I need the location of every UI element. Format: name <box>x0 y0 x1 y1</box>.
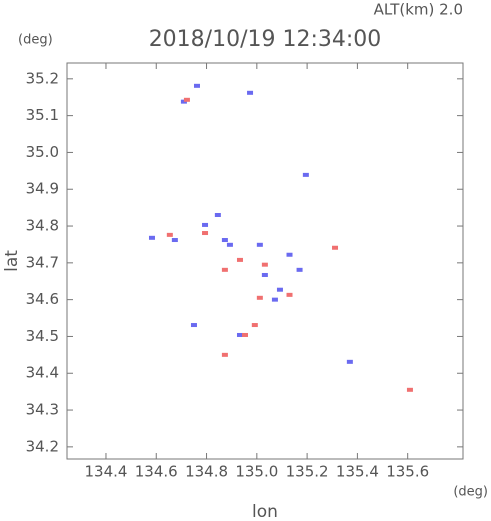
x-tick-label: 135.0 <box>235 463 278 481</box>
y-tick-label: 35.0 <box>26 143 59 161</box>
echo-point <box>406 387 413 392</box>
echo-point <box>296 267 303 272</box>
x-tick-label: 134.4 <box>84 463 127 481</box>
x-tick-label: 134.8 <box>185 463 228 481</box>
echo-point <box>171 238 178 243</box>
echo-point <box>247 90 254 95</box>
y-tick-label: 34.9 <box>26 180 59 198</box>
y-tick-label: 35.1 <box>26 106 59 124</box>
echo-point <box>226 242 233 247</box>
echo-point <box>261 262 268 267</box>
x-tick-label: 135.6 <box>386 463 429 481</box>
echo-point <box>286 292 293 297</box>
y-unit: (deg) <box>18 33 53 48</box>
y-axis-label: lat <box>2 250 22 272</box>
y-tick-label: 34.2 <box>26 437 59 455</box>
x-axis-label: lon <box>252 502 278 521</box>
y-tick-label: 35.2 <box>26 69 59 87</box>
y-tick-label: 34.7 <box>26 253 59 271</box>
y-tick-label: 34.3 <box>26 401 59 419</box>
echo-point <box>236 257 243 262</box>
echo-point <box>221 238 228 243</box>
echo-point <box>332 245 339 250</box>
y-tick-label: 34.6 <box>26 290 59 308</box>
echo-point <box>202 222 209 227</box>
echo-point <box>148 235 155 240</box>
echo-point <box>221 267 228 272</box>
echo-point <box>193 83 200 88</box>
echo-point <box>183 97 190 102</box>
echo-point <box>190 323 197 328</box>
echo-point <box>251 323 258 328</box>
echo-point <box>242 332 249 337</box>
x-tick-label: 134.6 <box>135 463 178 481</box>
echo-point <box>236 332 243 337</box>
echo-point <box>180 99 187 104</box>
echo-point <box>346 359 353 364</box>
echo-point <box>256 295 263 300</box>
y-tick-label: 34.8 <box>26 217 59 235</box>
chart-title: 2018/10/19 12:34:00 <box>149 27 382 52</box>
echo-point <box>276 287 283 292</box>
y-tick-label: 34.5 <box>26 327 59 345</box>
echo-point <box>302 172 309 177</box>
chart-subtitle: ALT(km) 2.0 <box>374 1 463 19</box>
echo-point <box>286 252 293 257</box>
echo-point <box>256 242 263 247</box>
y-tick-label: 34.4 <box>26 364 59 382</box>
echo-point <box>261 272 268 277</box>
echo-point <box>202 231 209 236</box>
echo-point <box>221 352 228 357</box>
echo-point <box>271 297 278 302</box>
echo-point <box>214 212 221 217</box>
x-unit: (deg) <box>453 485 488 500</box>
plot-frame <box>66 62 464 460</box>
x-tick-label: 135.2 <box>286 463 329 481</box>
echo-point <box>166 232 173 237</box>
x-tick-label: 135.4 <box>336 463 379 481</box>
